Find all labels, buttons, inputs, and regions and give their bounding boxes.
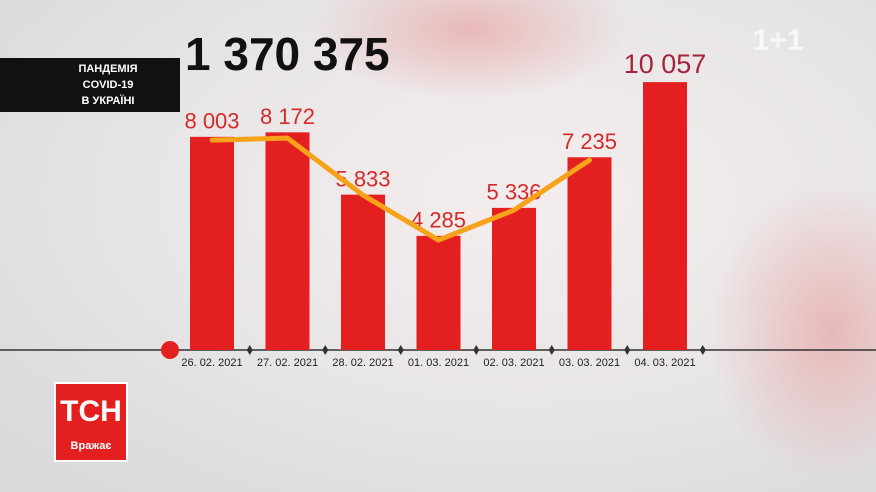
- axis-diamond: [397, 345, 404, 355]
- virus-icon: [161, 341, 179, 359]
- axis-diamond: [548, 345, 555, 355]
- bar: [190, 136, 234, 350]
- label-box: [0, 58, 180, 112]
- bar: [567, 157, 612, 350]
- axis-diamond: [624, 345, 631, 355]
- value-label: 8 003: [184, 109, 239, 134]
- value-label: 8 172: [260, 104, 315, 129]
- background-blur: [710, 180, 876, 480]
- value-label: 7 235: [562, 129, 617, 154]
- axis-diamond: [699, 345, 706, 355]
- subtitle-line: В УКРАЇНІ: [82, 94, 135, 107]
- trend-line: [209, 135, 592, 243]
- bar: [341, 194, 385, 350]
- bar: [416, 235, 461, 350]
- x-tick-label: 26. 02. 2021: [181, 357, 242, 369]
- x-tick-label: 01. 03. 2021: [408, 357, 469, 369]
- x-tick-label: 03. 03. 2021: [559, 357, 620, 369]
- axis-diamond: [246, 345, 253, 355]
- x-tick-label: 02. 03. 2021: [483, 357, 544, 369]
- x-tick-label: 04. 03. 2021: [634, 357, 695, 369]
- x-tick-label: 27. 02. 2021: [257, 357, 318, 369]
- bar: [643, 82, 687, 350]
- x-tick-label: 28. 02. 2021: [332, 357, 393, 369]
- axis-diamond: [473, 345, 480, 355]
- logo-brand: ТСН: [60, 395, 122, 428]
- value-label: 10 057: [624, 49, 707, 79]
- logo-box: [54, 382, 128, 462]
- axis-diamond: [322, 345, 329, 355]
- value-label: 5 336: [486, 180, 541, 205]
- chart-title: 1 370 375: [185, 28, 390, 80]
- bar: [265, 132, 310, 350]
- logo-tagline: Вражає: [71, 440, 112, 452]
- channel-logo: 1+1: [753, 24, 804, 57]
- subtitle-line: COVID-19: [83, 79, 134, 91]
- background-blur: [310, 0, 630, 100]
- bar: [492, 207, 536, 350]
- subtitle-line: ПАНДЕМІЯ: [78, 63, 137, 75]
